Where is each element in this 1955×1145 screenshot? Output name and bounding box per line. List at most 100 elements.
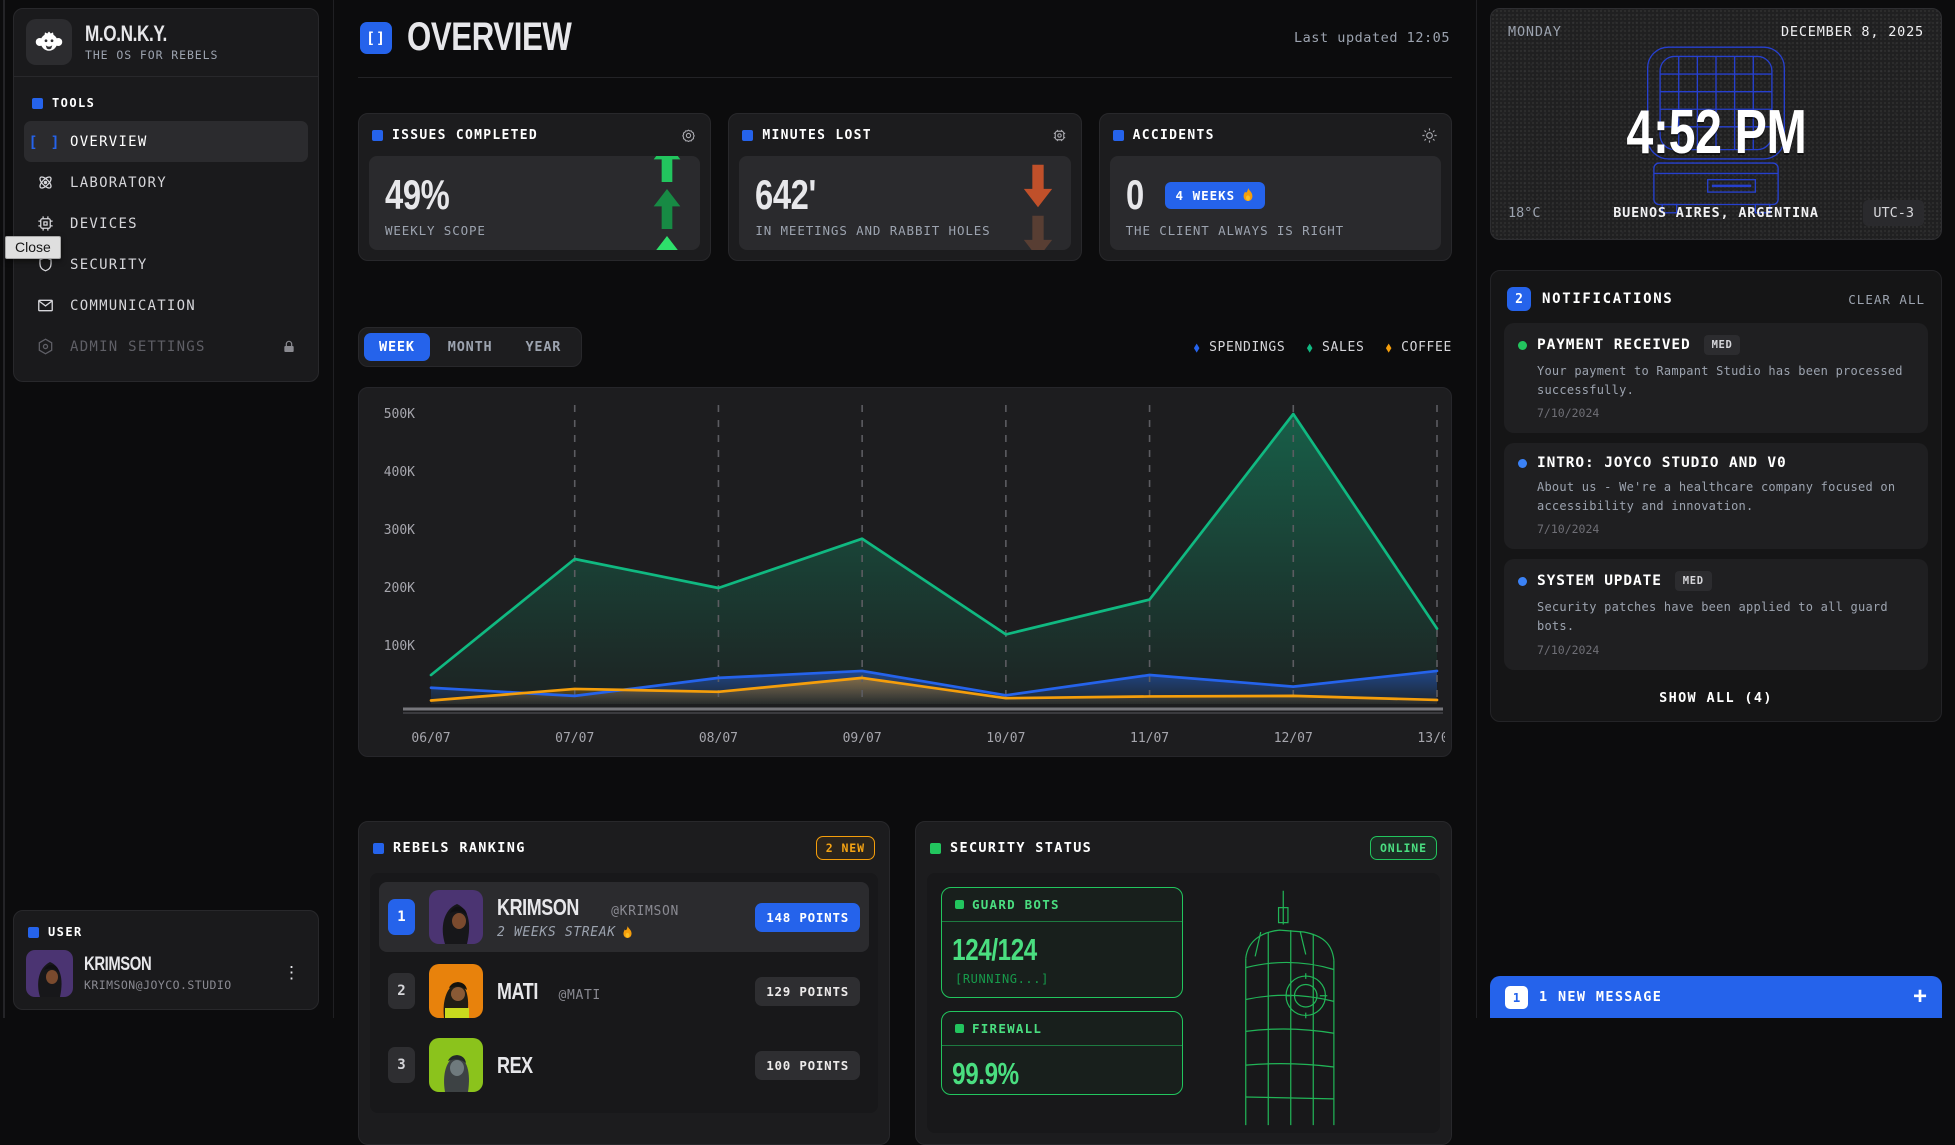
sidebar-item-overview[interactable]: [ ] OVERVIEW — [24, 121, 308, 162]
stat-card-minutes: MINUTES LOST 642' IN MEETINGS AND RABBIT… — [728, 113, 1082, 261]
tools-section-label: TOOLS — [24, 87, 308, 121]
user-row[interactable]: KRIMSON KRIMSON@JOYCO.STUDIO ⋮ — [26, 950, 306, 997]
notifications-header: 2 NOTIFICATIONS CLEAR ALL — [1504, 283, 1928, 323]
sidebar-item-admin-settings[interactable]: ADMIN SETTINGS — [24, 326, 308, 367]
add-icon[interactable]: + — [1912, 983, 1927, 1010]
message-count-badge: 1 — [1505, 985, 1528, 1009]
streak-badge: 4 WEEKS — [1164, 181, 1266, 209]
stat-value: 49% — [385, 171, 450, 218]
last-updated: Last updated 12:05 — [1293, 29, 1450, 46]
notification-system-update[interactable]: SYSTEM UPDATE MED Security patches have … — [1504, 559, 1928, 670]
notification-intro[interactable]: INTRO: JOYCO STUDIO AND V0 About us - We… — [1504, 443, 1928, 550]
svg-text:400K: 400K — [384, 465, 415, 480]
main-content: [] OVERVIEW Last updated 12:05 ISSUES CO… — [333, 0, 1477, 1145]
blue-square-icon — [373, 842, 384, 854]
clock-day: MONDAY — [1508, 24, 1562, 40]
area-chart-panel: 100K 200K 300K 400K 500K 06/07 07/07 08/07 09/07… — [358, 387, 1452, 757]
blue-square-icon — [372, 130, 383, 141]
sun-settings-icon[interactable] — [1421, 127, 1438, 144]
blue-square-icon — [1112, 130, 1124, 141]
notification-count-badge: 2 — [1507, 287, 1531, 311]
ranking-rows: 1 KRIMSON @KRIMSON — [370, 873, 878, 1113]
rebels-ranking-panel: REBELS RANKING 2 NEW 1 — [358, 821, 890, 1145]
green-square-icon — [955, 900, 964, 909]
avatar-mati — [429, 964, 483, 1018]
new-count-badge: 2 NEW — [815, 836, 875, 860]
ranking-row-1[interactable]: 1 KRIMSON @KRIMSON — [379, 882, 869, 952]
stat-title: ACCIDENTS — [1132, 128, 1215, 143]
app-name: M.O.N.K.Y. — [85, 20, 167, 46]
stat-body: 49% WEEKLY SCOPE — [369, 156, 701, 250]
svg-text:500K: 500K — [384, 407, 415, 422]
legend-coffee[interactable]: ◆ COFFEE — [1386, 337, 1452, 356]
notification-date: 7/10/2024 — [1537, 406, 1600, 421]
svg-text:12/07: 12/07 — [1274, 731, 1313, 746]
monkey-logo-icon — [26, 19, 72, 65]
page-title: OVERVIEW — [407, 15, 572, 59]
user-avatar — [26, 950, 73, 997]
svg-text:08/07: 08/07 — [699, 731, 738, 746]
user-name: KRIMSON — [84, 953, 152, 975]
svg-text:06/07: 06/07 — [411, 731, 450, 746]
chip-settings-icon[interactable] — [1051, 127, 1068, 144]
stat-head: ACCIDENTS — [1110, 124, 1441, 156]
clear-all-button[interactable]: CLEAR ALL — [1848, 291, 1925, 307]
notification-body: Your payment to Rampant Studio has been … — [1537, 364, 1903, 397]
sidebar-item-security[interactable]: SECURITY — [24, 244, 308, 285]
stat-body: 642' IN MEETINGS AND RABBIT HOLES — [739, 156, 1071, 250]
value-row: 0 4 WEEKS — [1126, 174, 1425, 216]
gear-icon[interactable] — [680, 127, 697, 144]
tab-year[interactable]: YEAR — [525, 339, 562, 355]
svg-text:100K: 100K — [384, 639, 415, 654]
tab-month[interactable]: MONTH — [447, 339, 493, 355]
legend-sales[interactable]: ◆ SALES — [1307, 337, 1365, 356]
stat-card-issues: ISSUES COMPLETED 49% WEEKLY SCOPE — [358, 113, 712, 261]
new-message-bar[interactable]: 1 1 NEW MESSAGE + — [1490, 976, 1942, 1018]
ranking-row-3[interactable]: 3 REX 100 POINTS — [379, 1030, 869, 1100]
chart-toolbar: WEEK MONTH YEAR ◆ SPENDINGS ◆ SALES ◆ CO… — [358, 327, 1452, 367]
sidebar-resize-handle[interactable] — [3, 0, 5, 1018]
security-header: SECURITY STATUS ONLINE — [927, 833, 1440, 873]
ranking-identity: KRIMSON @KRIMSON 2 WEEKS STREAK — [497, 894, 679, 940]
ranking-row-2[interactable]: 2 MATI @MATI — [379, 956, 869, 1026]
notification-payment[interactable]: PAYMENT RECEIVED MED Your payment to Ram… — [1504, 323, 1928, 434]
trend-down-arrows-icon — [1021, 164, 1055, 250]
close-tooltip: Close — [5, 236, 61, 259]
atom-icon — [35, 173, 55, 192]
stat-value: 0 — [1125, 171, 1144, 218]
svg-text:200K: 200K — [384, 581, 415, 596]
security-body: GUARD BOTS 124/124 [RUNNING...] FIREWALL… — [927, 873, 1440, 1133]
show-all-button[interactable]: SHOW ALL (4) — [1659, 689, 1773, 706]
svg-text:300K: 300K — [384, 523, 415, 538]
chart-range-tabs: WEEK MONTH YEAR — [358, 327, 583, 367]
stat-label: IN MEETINGS AND RABBIT HOLES — [755, 223, 991, 238]
firewall-box: FIREWALL 99.9% — [941, 1011, 1183, 1095]
hexagon-settings-icon — [35, 337, 55, 356]
firewall-label: FIREWALL — [972, 1021, 1043, 1036]
sidebar-item-devices[interactable]: DEVICES — [24, 203, 308, 244]
user-menu-kebab-icon[interactable]: ⋮ — [283, 963, 300, 983]
firewall-head: FIREWALL — [942, 1012, 1182, 1046]
right-sidebar: MONDAY DECEMBER 8, 2025 4:52 PM 18°C BUE… — [1477, 0, 1955, 1018]
guard-bots-box: GUARD BOTS 124/124 [RUNNING...] — [941, 887, 1183, 998]
sidebar-item-laboratory[interactable]: LABORATORY — [24, 162, 308, 203]
clock-time: 4:52 PM — [1625, 98, 1807, 167]
stat-label: WEEKLY SCOPE — [385, 223, 486, 238]
status-dot — [1518, 576, 1527, 586]
clock-bottom-row: 18°C BUENOS AIRES, ARGENTINA UTC-3 — [1508, 200, 1924, 226]
chip-icon — [35, 214, 55, 233]
main-header: [] OVERVIEW Last updated 12:05 — [358, 0, 1452, 78]
ranking-identity: MATI @MATI — [497, 978, 601, 1005]
points-badge: 148 POINTS — [755, 902, 860, 932]
tab-week[interactable]: WEEK — [364, 333, 430, 361]
rank-handle: @KRIMSON — [611, 904, 679, 919]
retro-tv-wireframe-icon — [1630, 43, 1802, 223]
notification-date: 7/10/2024 — [1537, 642, 1600, 657]
user-email: KRIMSON@JOYCO.STUDIO — [84, 978, 232, 993]
legend-spendings[interactable]: ◆ SPENDINGS — [1194, 337, 1286, 356]
blue-square-icon — [742, 130, 754, 141]
sidebar-item-communication[interactable]: COMMUNICATION — [24, 285, 308, 326]
svg-text:10/07: 10/07 — [986, 731, 1025, 746]
area-chart[interactable]: 100K 200K 300K 400K 500K 06/07 07/07 08/07 09/07… — [365, 392, 1445, 754]
ranking-identity: REX — [497, 1052, 543, 1079]
